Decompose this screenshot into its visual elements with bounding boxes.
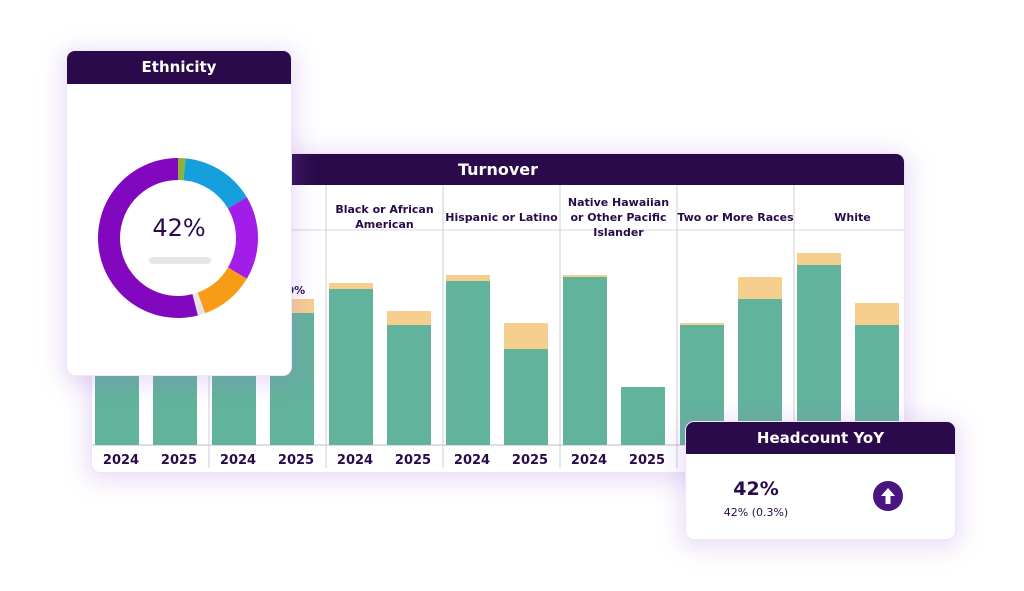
headcount-title: Headcount YoY	[686, 422, 955, 454]
ethnicity-card: Ethnicity 42%	[67, 51, 291, 375]
donut-segment-1	[183, 158, 247, 209]
donut-segment-3	[197, 267, 247, 314]
bar-added-4-2024	[563, 275, 607, 277]
year-label: 2024	[453, 453, 491, 468]
year-label: 2025	[511, 453, 549, 468]
donut-segment-2	[227, 197, 258, 279]
bar-base-4-2025	[621, 387, 665, 445]
year-label: 2024	[570, 453, 608, 468]
category-label: White	[834, 210, 871, 224]
headcount-card: Headcount YoY 42% 42% (0.3%)	[686, 422, 955, 539]
bar-base-0-2025	[153, 365, 197, 445]
bar-added-5-2025	[738, 277, 782, 299]
ethnicity-placeholder-bar	[149, 257, 211, 264]
bar-added-6-2024	[797, 253, 841, 265]
year-label: 2024	[102, 453, 140, 468]
bar-added-3-2024	[446, 275, 490, 281]
headcount-change: 42% (0.3%)	[723, 506, 789, 519]
category-label: Black or African American	[335, 203, 434, 231]
arrow-up-icon	[873, 481, 903, 511]
year-label: 2024	[219, 453, 257, 468]
bar-base-2-2024	[329, 289, 373, 445]
turnover-chart	[92, 185, 904, 468]
donut-segment-5	[97, 158, 198, 318]
bar-base-5-2025	[738, 299, 782, 445]
year-label: 2024	[336, 453, 374, 468]
ethnicity-center-value: 42%	[152, 214, 206, 242]
bar-added-6-2025	[855, 303, 899, 325]
ethnicity-donut	[97, 158, 258, 318]
category-label: Hispanic or Latino	[445, 210, 558, 224]
bar-base-4-2024	[563, 277, 607, 445]
bar-base-2-2025	[387, 325, 431, 445]
bar-base-3-2025	[504, 349, 548, 445]
donut-segment-0	[178, 158, 186, 181]
year-label: 2025	[277, 453, 315, 468]
bar-base-3-2024	[446, 281, 490, 445]
bar-added-2-2025	[387, 311, 431, 325]
bar-base-6-2024	[797, 265, 841, 445]
category-label: Native Hawaiian or Other Pacific Islande…	[567, 195, 670, 239]
turnover-card: Turnover 2024 2025 2024 2025 10% Black or Afr…	[92, 154, 904, 472]
year-label: 2025	[160, 453, 198, 468]
donut-segment-4	[192, 292, 206, 316]
bar-added-3-2025	[504, 323, 548, 349]
bar-added-2-2024	[329, 283, 373, 289]
bar-added-5-2024	[680, 323, 724, 325]
headcount-value: 42%	[733, 478, 779, 500]
category-label: Two or More Races	[677, 210, 794, 224]
year-label: 2025	[628, 453, 666, 468]
ethnicity-title: Ethnicity	[67, 51, 291, 84]
year-label: 2025	[394, 453, 432, 468]
